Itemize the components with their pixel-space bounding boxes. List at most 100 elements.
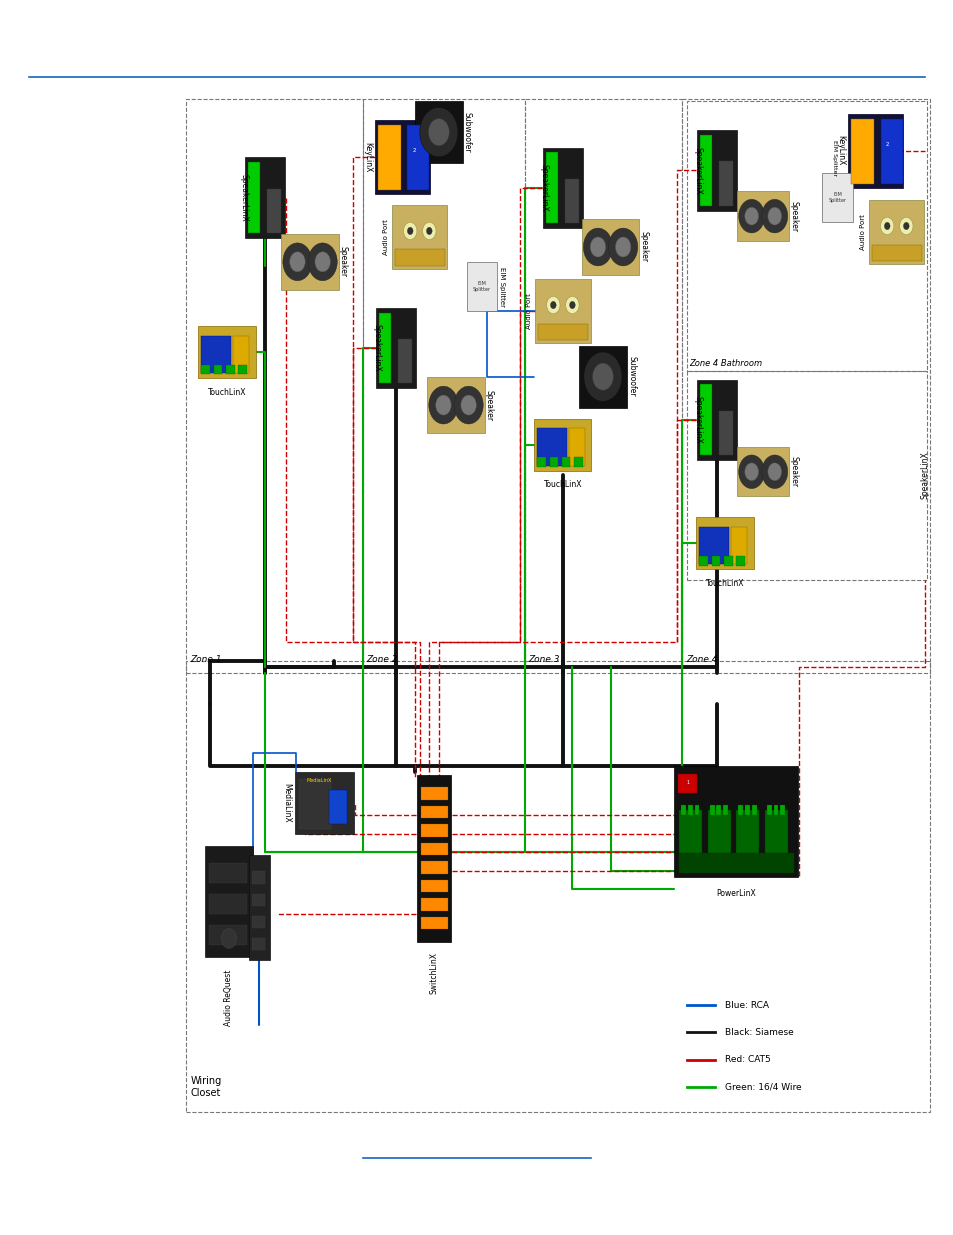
Bar <box>537 457 545 467</box>
Bar <box>545 152 558 224</box>
Circle shape <box>767 207 781 225</box>
Circle shape <box>902 222 908 230</box>
Bar <box>871 245 921 261</box>
Bar <box>298 779 331 829</box>
Bar <box>694 805 699 815</box>
Text: Speaker: Speaker <box>789 456 798 488</box>
Bar <box>213 364 222 374</box>
Text: SpeakerLinX: SpeakerLinX <box>693 147 702 194</box>
Text: Zone 2: Zone 2 <box>366 656 397 664</box>
Text: MediaLinX: MediaLinX <box>307 778 332 783</box>
Bar <box>466 262 497 311</box>
Bar <box>700 384 712 456</box>
Bar <box>686 101 926 370</box>
Bar <box>524 99 681 673</box>
Bar <box>699 527 728 564</box>
Circle shape <box>454 387 482 424</box>
Circle shape <box>221 929 236 948</box>
Bar <box>719 411 733 456</box>
Bar <box>249 855 270 961</box>
Bar <box>880 119 902 184</box>
Bar <box>362 99 524 673</box>
Bar <box>198 326 255 378</box>
Bar <box>707 810 730 871</box>
Circle shape <box>546 296 559 314</box>
Circle shape <box>590 237 605 257</box>
Bar <box>686 370 926 580</box>
Bar <box>392 205 447 269</box>
Circle shape <box>744 207 758 225</box>
Bar <box>564 179 578 224</box>
Text: 1: 1 <box>685 781 689 785</box>
Text: EIM Splitter: EIM Splitter <box>498 267 504 306</box>
Bar <box>209 863 247 883</box>
Bar <box>730 527 746 564</box>
Bar <box>537 324 587 340</box>
Text: Zone 4: Zone 4 <box>685 656 717 664</box>
Bar <box>281 235 338 290</box>
Bar <box>252 939 265 951</box>
Circle shape <box>761 199 787 233</box>
Text: Zone 4 Bathroom: Zone 4 Bathroom <box>688 359 761 368</box>
Bar <box>679 853 793 873</box>
Bar <box>681 99 929 673</box>
Bar <box>678 774 697 793</box>
Circle shape <box>407 227 413 235</box>
Bar <box>697 130 737 210</box>
Text: Subwoofer: Subwoofer <box>462 112 472 152</box>
Text: Subwoofer: Subwoofer <box>626 357 636 396</box>
Text: TouchLinX: TouchLinX <box>208 388 246 396</box>
Bar <box>680 805 685 815</box>
Bar <box>700 135 712 206</box>
Bar <box>674 766 798 877</box>
Text: Audio Port: Audio Port <box>860 214 865 251</box>
Text: EIM
Splitter: EIM Splitter <box>828 193 845 203</box>
Bar <box>252 872 265 884</box>
Bar <box>415 101 462 163</box>
Bar <box>407 125 429 190</box>
Circle shape <box>883 222 889 230</box>
Text: Speaker: Speaker <box>484 389 494 421</box>
Bar <box>736 556 744 566</box>
Text: SpeakerLinX: SpeakerLinX <box>239 174 249 221</box>
Circle shape <box>583 228 612 266</box>
Bar <box>696 517 753 569</box>
Circle shape <box>314 252 330 272</box>
Bar <box>420 879 448 892</box>
Circle shape <box>422 222 436 240</box>
Bar <box>416 776 451 941</box>
Text: Green: 16/4 Wire: Green: 16/4 Wire <box>724 1082 801 1092</box>
Bar <box>420 825 448 837</box>
Text: 2: 2 <box>884 142 888 147</box>
Text: Audio Port: Audio Port <box>383 219 389 256</box>
Bar <box>719 162 733 206</box>
Circle shape <box>899 217 912 235</box>
Circle shape <box>744 463 758 480</box>
Bar <box>737 447 789 496</box>
Text: TouchLinX: TouchLinX <box>543 480 581 489</box>
Bar <box>267 189 281 232</box>
Bar <box>716 805 720 815</box>
Circle shape <box>583 352 621 401</box>
Bar <box>238 364 247 374</box>
Bar <box>549 457 558 467</box>
Bar <box>201 364 210 374</box>
Text: KeyLinX: KeyLinX <box>362 142 372 172</box>
Circle shape <box>615 237 630 257</box>
Text: PowerLinX: PowerLinX <box>716 889 756 898</box>
Bar <box>821 173 852 222</box>
Circle shape <box>428 387 457 424</box>
Bar <box>850 119 873 184</box>
Circle shape <box>290 252 305 272</box>
Circle shape <box>761 454 787 489</box>
Text: SpeakerLinX: SpeakerLinX <box>538 164 548 211</box>
Bar <box>773 805 778 815</box>
Text: Speaker: Speaker <box>639 231 648 263</box>
Bar <box>561 457 570 467</box>
Bar <box>744 805 749 815</box>
Circle shape <box>738 199 763 233</box>
Bar <box>245 157 285 237</box>
Bar <box>420 899 448 911</box>
Bar <box>687 805 692 815</box>
Bar <box>574 457 582 467</box>
